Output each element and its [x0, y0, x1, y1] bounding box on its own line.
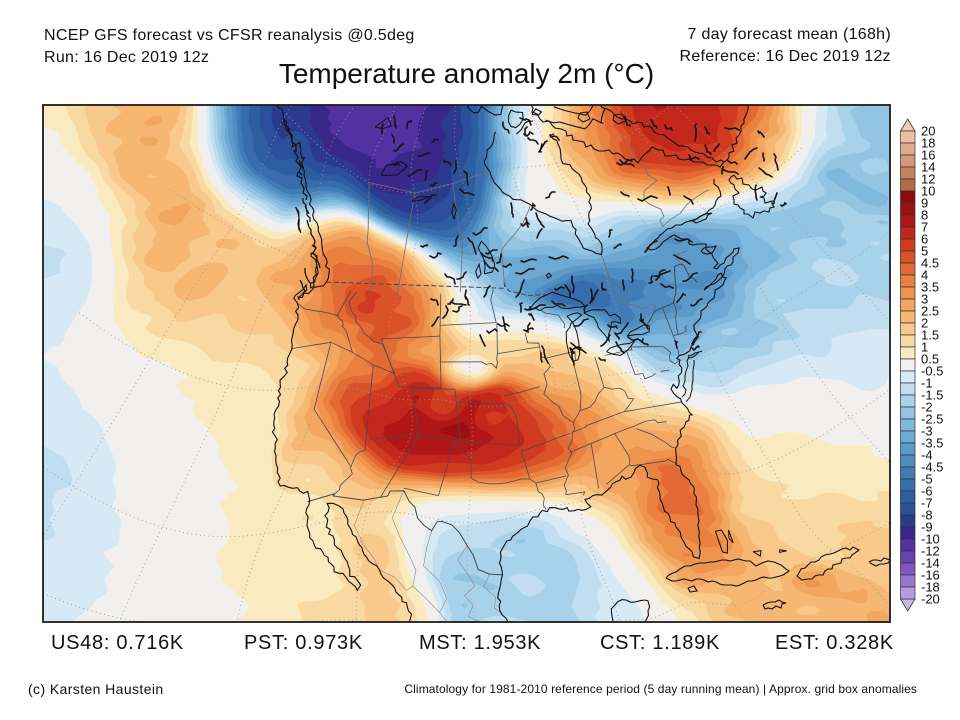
svg-text:-4.5: -4.5 [921, 460, 943, 475]
svg-text:-2.5: -2.5 [921, 412, 943, 427]
svg-text:3.5: 3.5 [921, 280, 939, 295]
svg-text:-2: -2 [921, 400, 933, 415]
svg-text:3: 3 [921, 292, 928, 307]
svg-text:-16: -16 [921, 568, 940, 583]
svg-text:18: 18 [921, 136, 935, 151]
svg-text:-4: -4 [921, 448, 933, 463]
svg-text:7: 7 [921, 220, 928, 235]
svg-text:-0.5: -0.5 [921, 364, 943, 379]
svg-text:-7: -7 [921, 496, 933, 511]
svg-text:-18: -18 [921, 580, 940, 595]
svg-text:20: 20 [921, 124, 935, 139]
svg-text:0.5: 0.5 [921, 352, 939, 367]
svg-text:4: 4 [921, 268, 928, 283]
svg-text:-5: -5 [921, 472, 933, 487]
svg-text:5: 5 [921, 244, 928, 259]
svg-text:9: 9 [921, 196, 928, 211]
svg-text:2.5: 2.5 [921, 304, 939, 319]
svg-text:-1: -1 [921, 376, 933, 391]
svg-text:1: 1 [921, 340, 928, 355]
svg-text:6: 6 [921, 232, 928, 247]
svg-text:-8: -8 [921, 508, 933, 523]
svg-text:4.5: 4.5 [921, 256, 939, 271]
svg-text:2: 2 [921, 316, 928, 331]
svg-text:-1.5: -1.5 [921, 388, 943, 403]
svg-text:-3.5: -3.5 [921, 436, 943, 451]
svg-text:-20: -20 [921, 592, 940, 607]
svg-text:10: 10 [921, 184, 935, 199]
svg-text:14: 14 [921, 160, 935, 175]
svg-text:-10: -10 [921, 532, 940, 547]
svg-text:-9: -9 [921, 520, 933, 535]
svg-text:16: 16 [921, 148, 935, 163]
svg-text:-6: -6 [921, 484, 933, 499]
svg-text:-12: -12 [921, 544, 940, 559]
svg-text:12: 12 [921, 172, 935, 187]
svg-text:-14: -14 [921, 556, 940, 571]
svg-text:-3: -3 [921, 424, 933, 439]
svg-text:1.5: 1.5 [921, 328, 939, 343]
svg-text:8: 8 [921, 208, 928, 223]
